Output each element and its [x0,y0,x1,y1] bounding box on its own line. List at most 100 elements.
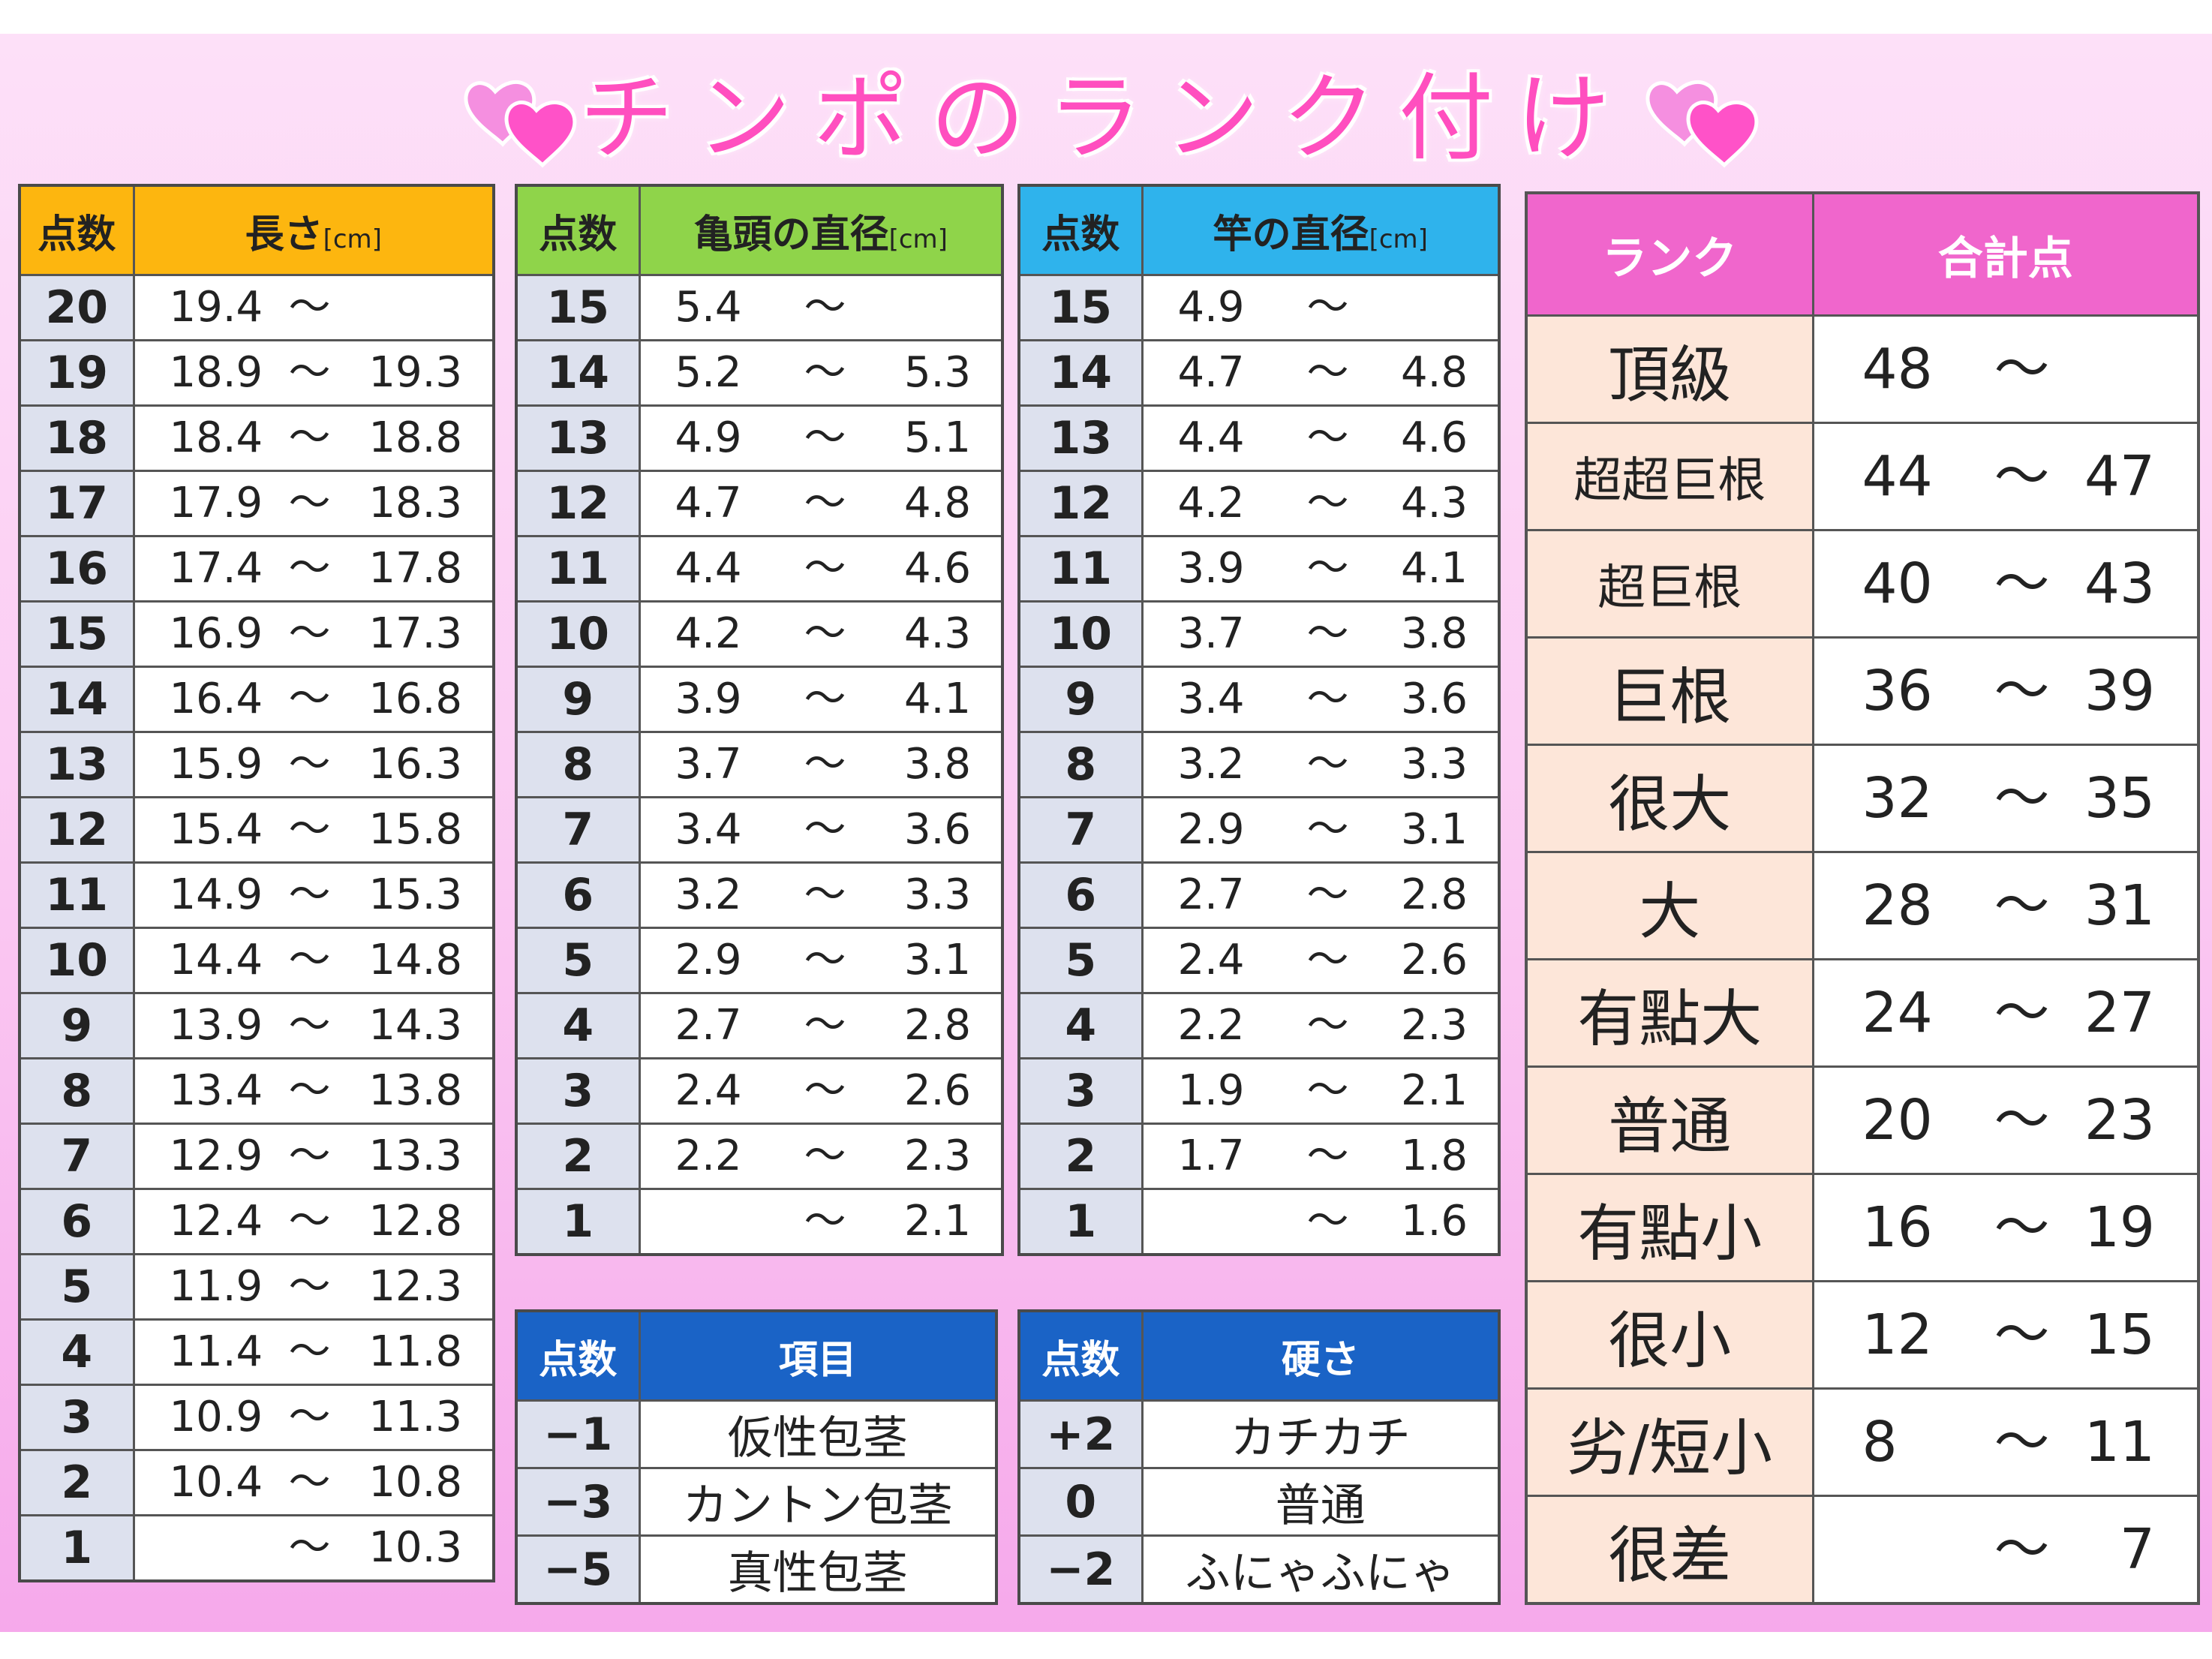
points-cell: 0 [1017,1467,1144,1537]
table-row: 5 11.9 〜 12.3 [18,1253,495,1321]
label-cell: 真性包茎 [638,1534,998,1605]
table-row: 5 2.4 〜 2.6 [1017,927,1501,994]
points-cell: 14 [1017,339,1144,407]
range-cell: 12.4 〜 12.8 [132,1188,495,1255]
table-row: −3 カントン包茎 [515,1467,998,1537]
score-min: 20 [1862,1088,1933,1153]
range-max: 12.8 [368,1197,462,1246]
range-separator: 〜 [804,1132,846,1180]
range: 3.9 〜 4.1 [642,669,1000,730]
table-row: 13 4.4 〜 4.6 [1017,404,1501,472]
range-min: 2.2 [1177,1001,1245,1050]
points-cell: 3 [1017,1057,1144,1125]
range-separator: 〜 [1306,1001,1349,1050]
range-min: 11.4 [169,1327,263,1376]
range-min: 4.2 [675,609,742,658]
range-max: 2.3 [903,1132,971,1180]
range-cell: 14.9 〜 15.3 [132,861,495,929]
range-separator: 〜 [288,348,331,397]
range-max: 19.3 [368,348,462,397]
range-min: 4.7 [675,479,742,527]
score-cell: 16 〜 19 [1811,1173,2200,1282]
range-min: 15.9 [169,740,263,789]
points-cell: 1 [515,1188,641,1256]
range: 〜 1.6 [1144,1191,1497,1252]
table-row: 1 〜 1.6 [1017,1188,1501,1256]
range-separator: 〜 [288,544,331,593]
range: 4.7 〜 4.8 [1144,343,1497,404]
range: 2.4 〜 2.6 [642,1061,1000,1122]
table-row: 7 12.9 〜 13.3 [18,1123,495,1190]
table-row: 6 2.7 〜 2.8 [1017,861,1501,929]
range-cell: 4.2 〜 4.3 [1141,470,1501,537]
points-cell: 1 [18,1514,135,1582]
table-row: 20 19.4 〜 [18,274,495,341]
rank-name: 很小 [1525,1280,1814,1390]
table-row: 0 普通 [1017,1467,1501,1537]
points-cell: 7 [1017,796,1144,864]
table-row: 頂級 48 〜 [1525,314,2200,424]
points-cell: 17 [18,470,135,537]
range: 12.4 〜 12.8 [136,1192,491,1252]
range-separator: 〜 [288,740,331,789]
range-min: 3.7 [1177,609,1245,658]
range-cell: 11.9 〜 12.3 [132,1253,495,1321]
range: 2.2 〜 2.3 [642,1126,1000,1187]
range-max: 3.6 [1400,675,1468,723]
table-row: −1 仮性包茎 [515,1399,998,1469]
rank-name: 頂級 [1525,314,1814,424]
range: 19.4 〜 [136,278,491,338]
points-cell: 5 [18,1253,135,1321]
score-separator: 〜 [1994,981,2050,1045]
range-cell: 2.4 〜 2.6 [638,1057,1004,1125]
table-row: 8 3.2 〜 3.3 [1017,731,1501,798]
points-header: 点数 [515,1309,641,1402]
range-cell: 3.7 〜 3.8 [638,731,1004,798]
points-cell: 9 [515,666,641,733]
points-cell: −2 [1017,1534,1144,1605]
score-cell: 36 〜 39 [1811,636,2200,746]
range-min: 2.7 [675,1001,742,1050]
range-min: 4.7 [1177,348,1245,397]
range-max: 17.8 [368,544,462,593]
range-cell: 1.9 〜 2.1 [1141,1057,1501,1125]
range-separator: 〜 [1306,1132,1349,1180]
score-cell: 28 〜 31 [1811,851,2200,960]
range-cell: 2.7 〜 2.8 [1141,861,1501,929]
range-max: 18.3 [368,479,462,527]
range-max: 14.8 [368,936,462,984]
range-min: 18.9 [169,348,263,397]
table-row: 有點小 16 〜 19 [1525,1173,2200,1282]
range: 4.9 〜 5.1 [642,408,1000,469]
range-separator: 〜 [288,870,331,919]
table-row: 4 11.4 〜 11.8 [18,1318,495,1386]
range-min: 2.9 [1177,805,1245,854]
score-separator: 〜 [1994,1088,2050,1153]
table-row: 有點大 24 〜 27 [1525,958,2200,1068]
table-row: 13 15.9 〜 16.3 [18,731,495,798]
points-cell: −1 [515,1399,641,1469]
range-max: 13.8 [368,1066,462,1115]
points-cell: 10 [515,600,641,668]
score-range: 20 〜 23 [1815,1069,2196,1172]
range-cell: 13.4 〜 13.8 [132,1057,495,1125]
points-cell: 8 [515,731,641,798]
points-cell: 13 [515,404,641,472]
range-separator: 〜 [1306,1066,1349,1115]
score-cell: 48 〜 [1811,314,2200,424]
table-row: 14 16.4 〜 16.8 [18,666,495,733]
header-unit: [cm] [1369,224,1428,254]
range-max: 4.8 [903,479,971,527]
range-separator: 〜 [804,1001,846,1050]
range-min: 15.4 [169,805,263,854]
score-max: 19 [2084,1195,2155,1260]
range: 15.4 〜 15.8 [136,800,491,861]
range-max: 10.8 [368,1458,462,1507]
score-cell: 32 〜 35 [1811,744,2200,853]
range: 3.4 〜 3.6 [1144,669,1497,730]
range-separator: 〜 [804,1066,846,1115]
table-row: 7 2.9 〜 3.1 [1017,796,1501,864]
table-row: 12 4.2 〜 4.3 [1017,470,1501,537]
score-max: 31 [2084,873,2155,938]
range-cell: 10.4 〜 10.8 [132,1449,495,1516]
